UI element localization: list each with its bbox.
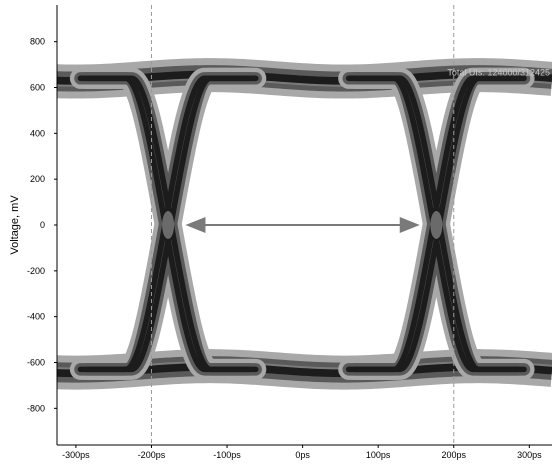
x-tick-label: 200ps: [441, 450, 466, 460]
eye-traces: [57, 58, 552, 390]
x-tick-label: -100ps: [213, 450, 241, 460]
y-tick-label: -800: [27, 403, 45, 413]
x-tick-label: -300ps: [62, 450, 90, 460]
axes: 800 600 400 200 0 -200 -400 -600 -800 -300ps -200p…: [27, 5, 552, 460]
total-uis-annotation: Total UIs: 124000/312425: [447, 67, 550, 77]
y-tick-label: 400: [30, 128, 45, 138]
vertical-gridlines: [150, 5, 455, 445]
plot-area: Total UIs: 124000/312425: [57, 5, 552, 445]
crossing-point: [430, 211, 443, 239]
eye-width-arrow: [185, 217, 420, 233]
x-tick-label: -200ps: [138, 450, 166, 460]
arrow-head-right: [399, 217, 420, 233]
y-axis-title: Voltage, mV: [9, 195, 21, 255]
x-tick-label: 0ps: [295, 450, 310, 460]
x-tick-label: 100ps: [366, 450, 391, 460]
crossing-point: [162, 211, 175, 239]
y-tick-label: 800: [30, 37, 45, 47]
x-tick-label: 300ps: [517, 450, 542, 460]
y-tick-label: -200: [27, 266, 45, 276]
y-tick-label: -600: [27, 358, 45, 368]
y-tick-label: 200: [30, 174, 45, 184]
y-tick-label: 600: [30, 83, 45, 93]
y-tick-label: 0: [40, 220, 45, 230]
arrow-head-left: [185, 217, 206, 233]
y-tick-label: -400: [27, 312, 45, 322]
